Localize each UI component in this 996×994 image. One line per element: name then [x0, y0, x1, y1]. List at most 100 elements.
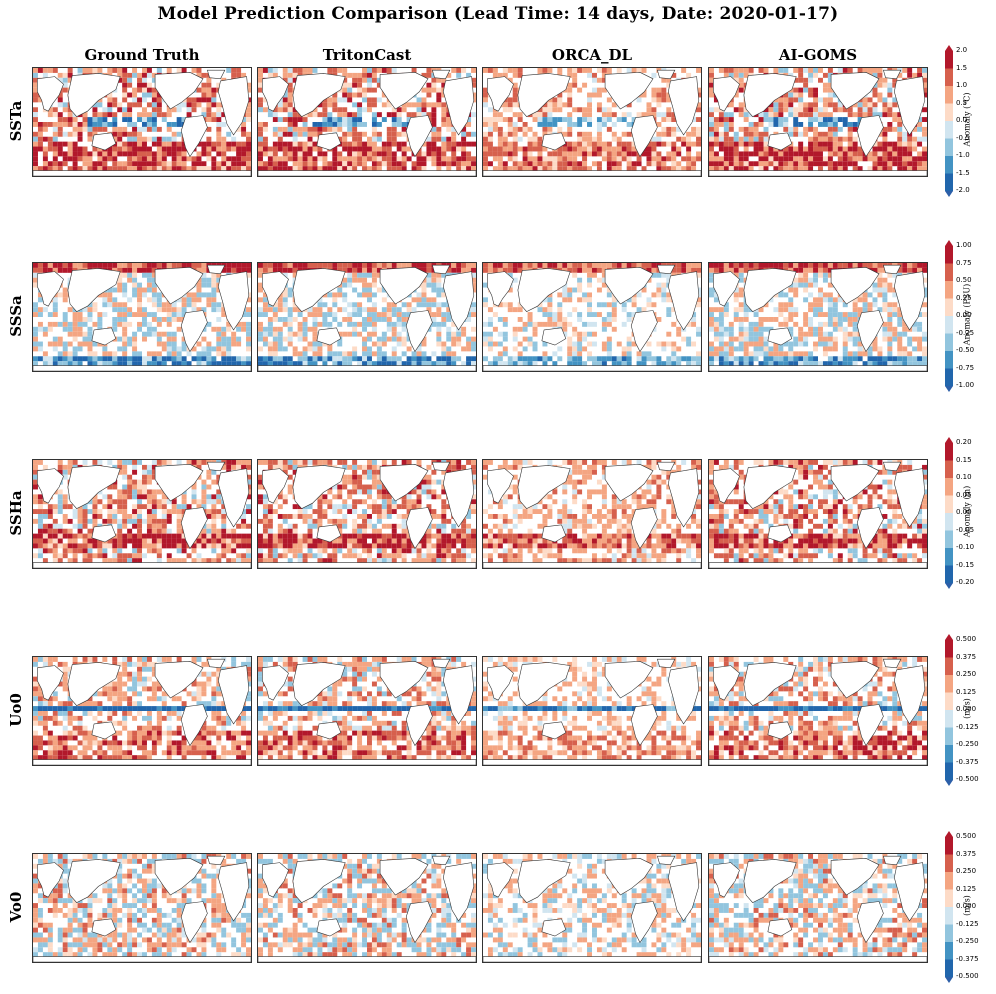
colorbar-tick-label: 0.0 — [956, 116, 968, 124]
coastlines — [709, 855, 927, 962]
colorbar-tick-label: -1.0 — [956, 151, 970, 159]
colorbar-extend-high — [945, 240, 953, 246]
coastlines — [709, 69, 927, 176]
map-panel-sssa-ground-truth — [32, 262, 252, 372]
colorbar-level — [945, 298, 953, 317]
anomaly-field — [33, 854, 251, 962]
colorbar-tick-label: -0.20 — [956, 578, 975, 586]
coastlines — [33, 264, 251, 371]
map-panel-ssha-tritoncast — [257, 459, 477, 569]
coastlines — [33, 461, 251, 568]
map-panel-ssta-ground-truth — [32, 67, 252, 177]
map-panel-uo0-tritoncast — [257, 656, 477, 766]
colorbar-tick-label: 0.250 — [956, 670, 977, 678]
colorbar-tick-label: -0.25 — [956, 328, 975, 337]
map-panel-uo0-ground-truth — [32, 656, 252, 766]
coastlines — [709, 461, 927, 568]
colorbar-tick-label: -0.15 — [956, 560, 975, 569]
anomaly-cells — [33, 68, 251, 176]
colorbar-tick-label: -2.0 — [956, 186, 970, 194]
colorbar-tick-label: 0.20 — [956, 438, 972, 446]
colorbar-level — [945, 837, 953, 855]
colorbar-level — [945, 710, 953, 728]
colorbar-tick-label: 0.75 — [956, 258, 972, 267]
colorbar-tick-label: 0.000 — [956, 705, 977, 713]
colorbar-level — [945, 246, 953, 264]
map-panel-ssha-orca-dl — [482, 459, 702, 569]
colorbar-level — [945, 565, 953, 584]
anomaly-field — [258, 657, 476, 765]
colorbar-level — [945, 316, 953, 334]
coastlines — [483, 69, 701, 176]
colorbar-tick-label: -1.5 — [956, 168, 970, 177]
column-header-tritoncast: TritonCast — [322, 46, 412, 64]
colorbar-tick-label: 0.125 — [956, 687, 977, 696]
colorbar-tick-label: 0.15 — [956, 455, 972, 464]
colorbar-tick-label: -0.75 — [956, 363, 975, 372]
anomaly-cells — [483, 68, 701, 176]
anomaly-field — [483, 460, 701, 568]
colorbar-level — [945, 924, 953, 943]
colorbar-level — [945, 657, 953, 676]
map-panel-ssta-ai-goms — [708, 67, 928, 177]
anomaly-field — [33, 263, 251, 371]
colorbar-level — [945, 281, 953, 299]
colorbar-level — [945, 907, 953, 925]
colorbar-tick-label: -0.05 — [956, 525, 975, 534]
anomaly-cells — [33, 657, 251, 765]
map-panel-vo0-tritoncast — [257, 853, 477, 963]
colorbar-level — [945, 762, 953, 781]
figure-title: Model Prediction Comparison (Lead Time: … — [157, 4, 839, 24]
colorbar-level — [945, 745, 953, 763]
colorbar-level — [945, 368, 953, 387]
row-label-ssta: SSTa — [7, 100, 25, 142]
colorbar-extend-low — [945, 386, 953, 392]
colorbar-level — [945, 959, 953, 978]
anomaly-field — [709, 460, 927, 568]
anomaly-cells — [258, 854, 476, 962]
anomaly-cells — [33, 263, 251, 371]
coastlines — [33, 69, 251, 176]
row-label-sssa: SSSa — [7, 295, 25, 337]
colorbar-extend-low — [945, 583, 953, 589]
colorbar-tick-label: 0.10 — [956, 473, 972, 481]
map-panel-vo0-ai-goms — [708, 853, 928, 963]
colorbar-tick-label: -1.00 — [956, 381, 975, 389]
colorbar-level — [945, 86, 953, 104]
colorbar-extend-high — [945, 831, 953, 837]
column-header-ai-goms: AI-GOMS — [778, 46, 858, 64]
row-label-ssha: SSHa — [7, 490, 25, 536]
anomaly-cells — [483, 657, 701, 765]
map-panel-vo0-orca-dl — [482, 853, 702, 963]
colorbar-label: Anomaly (PSU) — [962, 283, 972, 346]
colorbar-level — [945, 530, 953, 549]
colorbar-label: Anomaly (m) — [962, 485, 972, 538]
colorbar-level — [945, 513, 953, 531]
colorbar-label: (m/s) — [962, 698, 972, 719]
map-panel-ssta-orca-dl — [482, 67, 702, 177]
map-panel-sssa-ai-goms — [708, 262, 928, 372]
map-panel-uo0-ai-goms — [708, 656, 928, 766]
colorbar-level — [945, 68, 953, 87]
coastlines — [258, 658, 476, 765]
anomaly-cells — [33, 460, 251, 568]
coastlines — [483, 855, 701, 962]
colorbar-level — [945, 872, 953, 890]
colorbar-extend-low — [945, 780, 953, 786]
anomaly-field — [709, 854, 927, 962]
anomaly-field — [483, 854, 701, 962]
colorbar-extend-high — [945, 45, 953, 51]
colorbar-level — [945, 727, 953, 746]
coastlines — [483, 461, 701, 568]
colorbar-level — [945, 51, 953, 69]
anomaly-field — [33, 68, 251, 176]
colorbar-level — [945, 675, 953, 693]
colorbar-tick-label: -0.125 — [956, 722, 979, 731]
colorbar-level — [945, 478, 953, 496]
colorbar-uo0 — [945, 634, 953, 786]
column-header-orca-dl: ORCA_DL — [551, 46, 633, 64]
colorbar-extend-low — [945, 977, 953, 983]
colorbar-tick-label: -0.250 — [956, 937, 979, 945]
colorbar-tick-label: 0.000 — [956, 902, 977, 910]
colorbar-level — [945, 942, 953, 960]
